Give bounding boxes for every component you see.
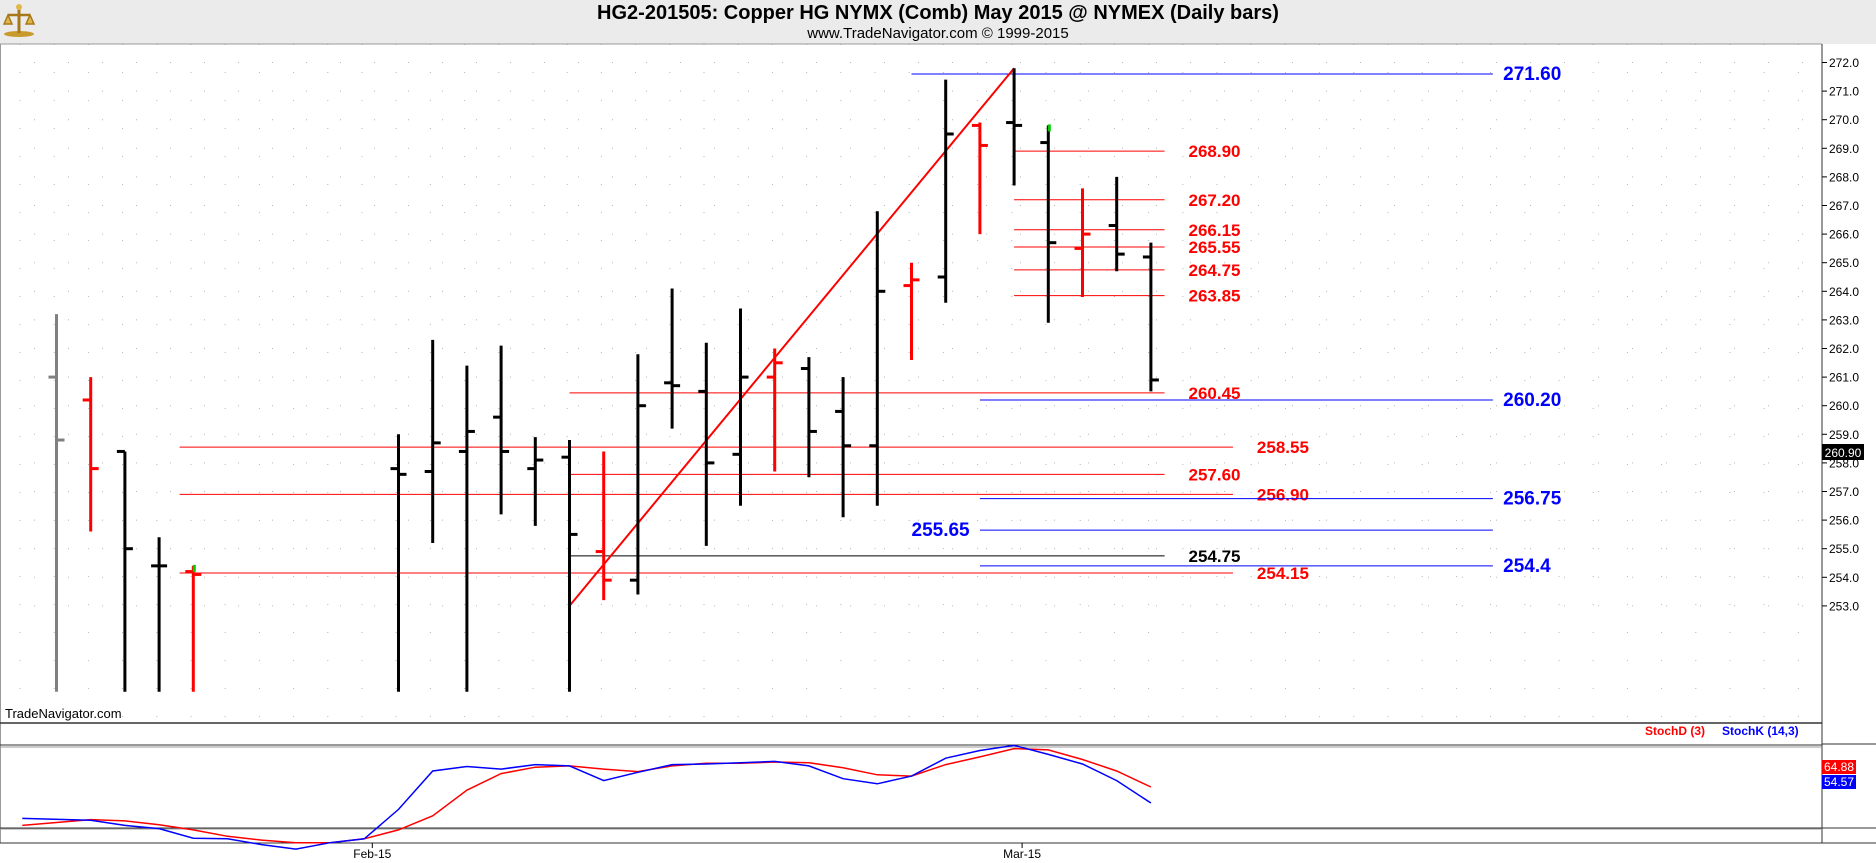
ohlc-bar [835, 377, 852, 518]
x-tick-label: Mar-15 [1003, 847, 1041, 861]
x-tick-label: Feb-15 [353, 847, 391, 861]
stoch-k-value: 54.57 [1824, 775, 1854, 789]
price-bars [48, 68, 1159, 692]
x-axis: Feb-15 Mar-15 [353, 843, 1041, 861]
blue-level-label: 255.65 [912, 520, 971, 541]
ohlc-bar [424, 339, 441, 543]
blue-level-label: 254.4 [1503, 556, 1551, 577]
ohlc-bar [937, 79, 954, 303]
stoch-k-legend: StochK (14,3) [1722, 724, 1799, 738]
red-level-label: 254.15 [1257, 564, 1309, 583]
ohlc-bar [48, 314, 65, 692]
red-level-label: 263.85 [1189, 287, 1241, 306]
ohlc-bar [82, 377, 99, 532]
red-level-label: 257.60 [1189, 465, 1241, 484]
y-tick-label: 257.0 [1829, 485, 1859, 499]
red-level-label: 264.75 [1189, 261, 1241, 280]
ohlc-bar [664, 288, 681, 429]
red-level-label: 256.90 [1257, 485, 1309, 504]
y-tick-label: 256.0 [1829, 514, 1859, 528]
ohlc-bar [698, 342, 715, 546]
blue-level-label: 271.60 [1503, 64, 1561, 85]
y-axis: 272.0 271.0 270.0 269.0 268.0 267.0 266.0 265.0… [1822, 56, 1859, 613]
stoch-d-value: 64.88 [1824, 760, 1854, 774]
last-price-badge [1822, 444, 1864, 460]
y-tick-label: 262.0 [1829, 342, 1859, 356]
ohlc-bar [869, 211, 886, 506]
ohlc-bar [458, 365, 475, 692]
ohlc-bar [732, 308, 749, 506]
y-tick-label: 265.0 [1829, 256, 1859, 270]
stoch-d-line [22, 747, 1152, 844]
ohlc-bar [527, 437, 544, 526]
stoch-k-badge [1822, 775, 1856, 789]
ohlc-bar [561, 440, 578, 692]
trendline [568, 67, 1015, 607]
ohlc-bar [1142, 242, 1159, 392]
ohlc-bar [1108, 176, 1125, 272]
ohlc-bar [1006, 68, 1023, 186]
ohlc-bar [971, 122, 988, 235]
chart-subtitle: www.TradeNavigator.com © 1999-2015 [807, 25, 1069, 42]
blue-level-label: 260.20 [1503, 390, 1561, 411]
price-grid [0, 44, 1822, 723]
ohlc-bar [595, 451, 612, 601]
y-tick-label: 272.0 [1829, 56, 1859, 70]
y-tick-label: 269.0 [1829, 142, 1859, 156]
ohlc-bar [1074, 188, 1091, 298]
ohlc-bar [493, 345, 510, 515]
y-tick-label: 260.0 [1829, 399, 1859, 413]
trade-navigator-logo-icon [2, 4, 36, 37]
ohlc-bar [116, 449, 133, 692]
ohlc-bar [766, 348, 783, 472]
y-tick-label: 254.0 [1829, 571, 1859, 585]
stoch-k-line [22, 744, 1152, 850]
y-tick-label: 270.0 [1829, 113, 1859, 127]
y-tick-label: 268.0 [1829, 170, 1859, 184]
stoch-d-badge [1822, 760, 1856, 774]
y-tick-label: 271.0 [1829, 85, 1859, 99]
y-tick-label: 267.0 [1829, 199, 1859, 213]
ohlc-bar [390, 434, 407, 692]
red-level-label: 260.45 [1189, 384, 1241, 403]
y-tick-label: 261.0 [1829, 371, 1859, 385]
ohlc-bar [1040, 125, 1057, 323]
chart-header: HG2-201505: Copper HG NYMX (Comb) May 20… [0, 0, 1876, 44]
watermark: TradeNavigator.com [5, 706, 122, 721]
red-level-label: 258.55 [1257, 438, 1309, 457]
y-tick-label: 263.0 [1829, 313, 1859, 327]
red-level-label: 265.55 [1189, 238, 1241, 257]
ohlc-bar [629, 354, 646, 595]
blue-level-label: 256.75 [1503, 489, 1562, 510]
y-tick-label: 253.0 [1829, 599, 1859, 613]
ohlc-bar [903, 262, 920, 360]
red-level-label: 267.20 [1189, 191, 1241, 210]
ohlc-bar [800, 357, 817, 478]
ohlc-bar [185, 565, 202, 692]
black-level-label: 254.75 [1189, 547, 1241, 566]
ohlc-bar [151, 537, 168, 692]
y-tick-label: 266.0 [1829, 228, 1859, 242]
y-tick-label: 264.0 [1829, 285, 1859, 299]
last-price-value: 260.90 [1825, 446, 1862, 460]
red-level-label: 266.15 [1189, 221, 1241, 240]
uptrend-line [568, 67, 1015, 607]
stoch-d-legend: StochD (3) [1645, 724, 1705, 738]
red-level-label: 268.90 [1189, 142, 1241, 161]
chart-title: HG2-201505: Copper HG NYMX (Comb) May 20… [597, 2, 1279, 24]
y-tick-label: 255.0 [1829, 542, 1859, 556]
chart-frame [0, 43, 1876, 844]
y-tick-label: 259.0 [1829, 428, 1859, 442]
